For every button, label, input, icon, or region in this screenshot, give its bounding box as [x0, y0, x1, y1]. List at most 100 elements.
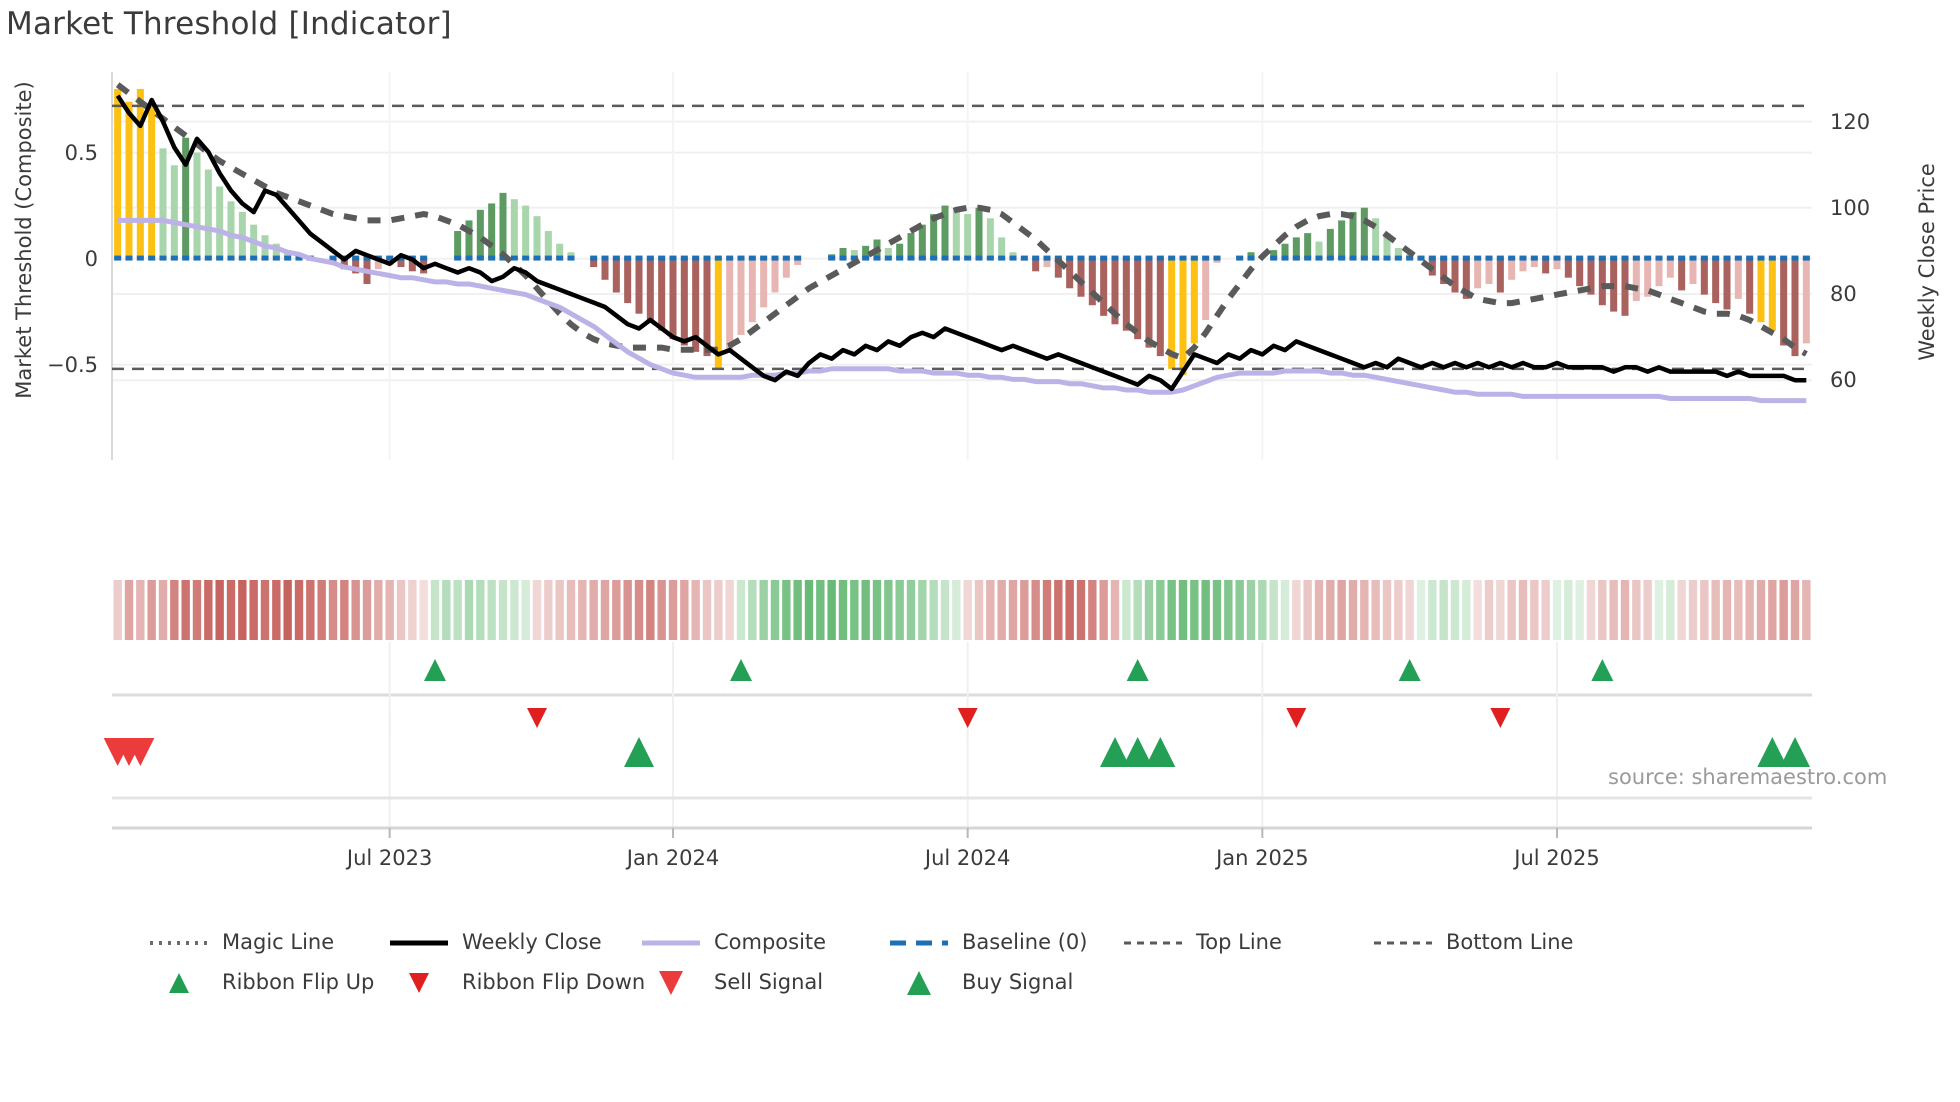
legend-label: Magic Line [222, 930, 335, 954]
histogram-bar [408, 258, 416, 272]
legend-item[interactable]: Ribbon Flip Up [148, 970, 374, 994]
histogram-bar [499, 192, 507, 259]
legend-item[interactable]: Sell Signal [640, 970, 823, 995]
ribbon-cell [759, 580, 768, 640]
y-axis-right-tick-label: 80 [1830, 282, 1857, 307]
legend-item[interactable]: Ribbon Flip Down [388, 970, 645, 994]
histogram-bar [1519, 258, 1527, 272]
histogram-bar [850, 250, 858, 259]
ribbon-cell [770, 580, 780, 640]
ribbon-cell [634, 580, 644, 640]
histogram-bar [1168, 258, 1176, 369]
histogram-bar [1372, 218, 1380, 259]
histogram-bar [975, 207, 983, 259]
legend-item[interactable]: Bottom Line [1372, 930, 1573, 954]
baseline-segment [476, 255, 484, 261]
baseline-segment [465, 255, 473, 261]
histogram-bar [1462, 258, 1470, 299]
histogram-bar [1768, 258, 1776, 331]
legend-item[interactable]: Composite [640, 930, 826, 954]
baseline-segment [986, 255, 994, 261]
legend-label: Top Line [1196, 930, 1282, 954]
ribbon-cell [725, 580, 734, 640]
baseline-segment [567, 255, 575, 261]
histogram-bar [884, 247, 892, 259]
legend-label: Ribbon Flip Down [462, 970, 646, 994]
baseline-segment [488, 255, 496, 261]
ribbon-cell [566, 580, 576, 640]
baseline-segment [1372, 255, 1380, 261]
baseline-segment [1757, 255, 1765, 261]
histogram-bar [1644, 258, 1652, 297]
legend-item[interactable]: Baseline (0) [888, 930, 1087, 954]
ribbon-cell [294, 580, 304, 640]
ribbon-cell [1734, 580, 1743, 640]
baseline-segment [1485, 255, 1493, 261]
up-triangle-icon [169, 973, 189, 993]
buy-signal-marker [1122, 737, 1153, 767]
ribbon-cell [283, 580, 292, 640]
baseline-segment [1326, 255, 1334, 261]
baseline-segment [726, 255, 734, 261]
ribbon-cell [748, 580, 757, 640]
histogram-bar [1349, 211, 1357, 259]
baseline-segment [1417, 255, 1425, 261]
baseline-segment [1281, 255, 1289, 261]
baseline-segment [612, 255, 620, 261]
ribbon-cell [974, 580, 984, 640]
legend-item[interactable]: Magic Line [148, 930, 334, 954]
baseline-segment [782, 255, 790, 261]
legend-item[interactable]: Buy Signal [888, 970, 1073, 995]
ribbon-cell [1677, 580, 1686, 640]
histogram-bar [488, 203, 496, 259]
baseline-segment [1179, 255, 1187, 261]
ribbon-cell [997, 580, 1006, 640]
legend-item[interactable]: Top Line [1122, 930, 1282, 954]
ribbon-cell [464, 580, 474, 640]
ribbon-cell [1405, 580, 1414, 640]
histogram-bar [1360, 207, 1368, 259]
histogram-bar [533, 216, 541, 259]
baseline-segment [533, 255, 541, 261]
ribbon-cell [1564, 580, 1573, 640]
histogram-bar [1440, 258, 1448, 285]
histogram-bar [658, 258, 666, 331]
ribbon-cell [510, 580, 519, 640]
baseline-segment [669, 255, 677, 261]
baseline-segment [703, 255, 711, 261]
histogram-bar [114, 88, 122, 259]
ribbon-cell [838, 580, 848, 640]
ribbon-cell [430, 580, 440, 640]
baseline-segment [1247, 255, 1255, 261]
histogram-bar [1576, 258, 1584, 287]
baseline-segment [295, 255, 303, 261]
ribbon-cell [1258, 580, 1267, 640]
ribbon-cell [317, 580, 326, 640]
baseline-segment [363, 255, 371, 261]
ribbon-cell [1076, 580, 1086, 640]
ribbon-cell [136, 580, 145, 640]
ribbon-strip [113, 580, 1811, 640]
baseline-segment [1134, 255, 1142, 261]
ribbon-cell [1428, 580, 1437, 640]
histogram-bar [748, 258, 756, 323]
baseline-segment [907, 255, 915, 261]
histogram-bar [998, 237, 1006, 259]
ribbon-cell [1190, 580, 1199, 640]
bar-series-composite-histogram [114, 88, 1810, 376]
histogram-bar [1009, 252, 1017, 259]
baseline-segment [125, 255, 133, 261]
histogram-bar [1780, 258, 1788, 346]
histogram-bar [918, 224, 926, 259]
ribbon-cell [1666, 580, 1675, 640]
histogram-bar [148, 105, 156, 259]
ribbon-cell [1224, 580, 1233, 640]
legend-item[interactable]: Weekly Close [388, 930, 602, 954]
baseline-segment [930, 255, 938, 261]
ribbon-cell [1156, 580, 1165, 640]
baseline-segment [1428, 255, 1436, 261]
baseline-segment [941, 255, 949, 261]
ribbon-cell [215, 580, 224, 640]
baseline-segment [544, 255, 552, 261]
histogram-bar [476, 209, 484, 259]
